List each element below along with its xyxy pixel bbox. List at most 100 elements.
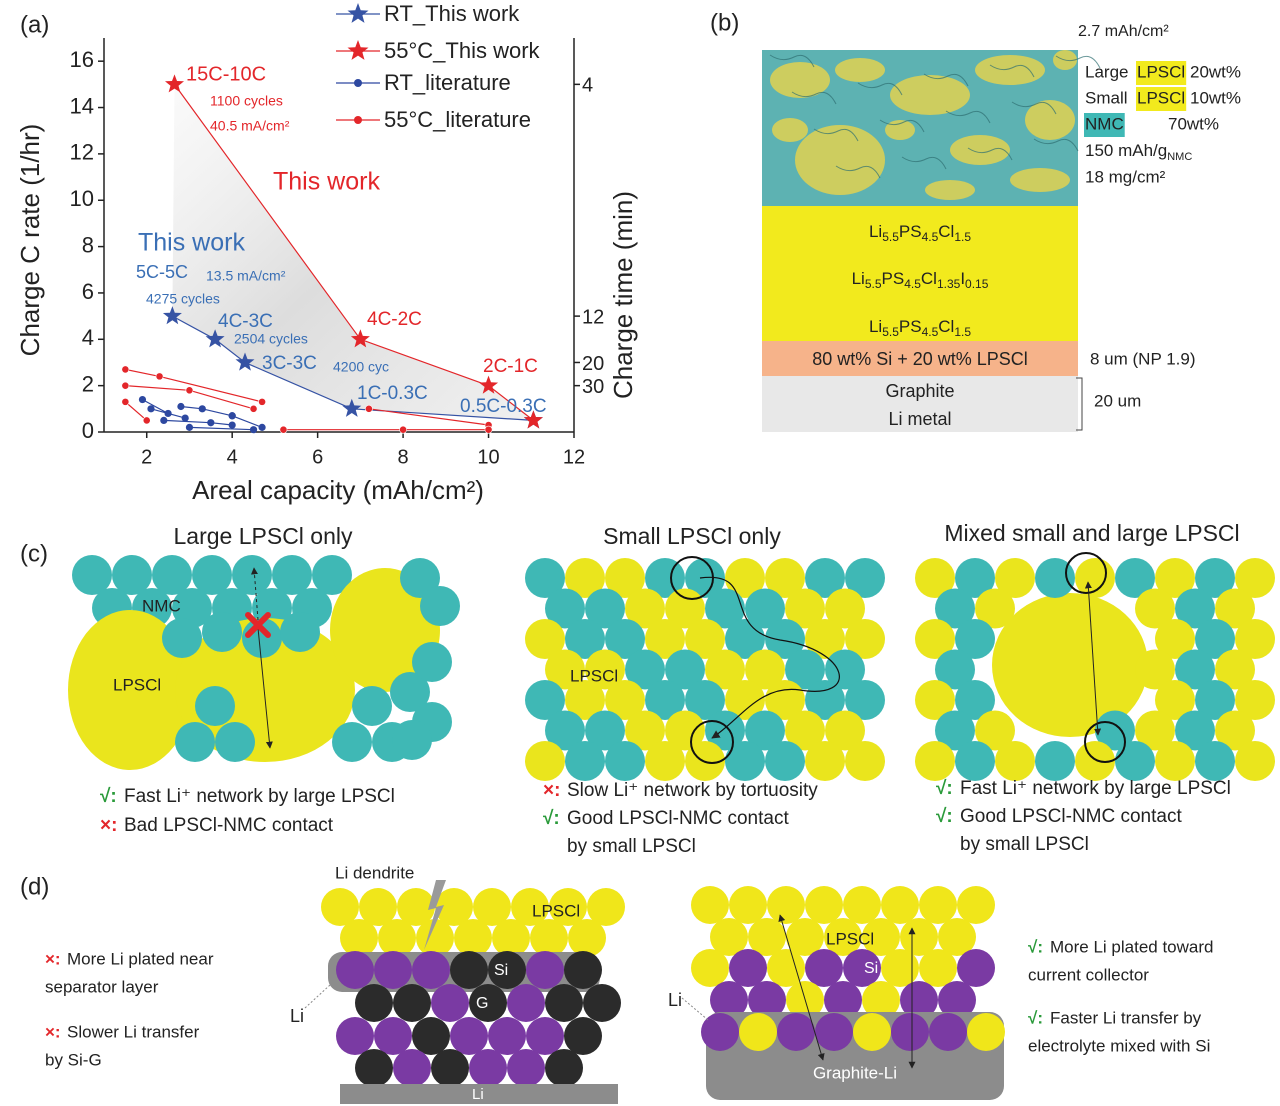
x-axis-label: Areal capacity (mAh/cm²) <box>192 475 484 505</box>
particle <box>525 619 565 659</box>
particle <box>881 886 919 924</box>
annotation: 15C-10C <box>186 63 266 85</box>
text-part: 150 mAh/g <box>1085 141 1167 160</box>
particle <box>1195 558 1235 598</box>
x-tick-label: 12 <box>563 446 585 468</box>
legend-label: 55°C_This work <box>384 38 541 63</box>
dot-marker <box>121 365 130 374</box>
text-part: PS <box>882 269 905 288</box>
y-tick-label: 16 <box>70 47 94 72</box>
electrolyte-formula: Li5.5PS4.5Cl1.5 <box>869 317 971 339</box>
text-part: PS <box>899 222 922 241</box>
subscript: 5.5 <box>865 277 882 291</box>
particle <box>454 919 492 957</box>
y2-tick-label: 4 <box>582 75 593 97</box>
particle <box>853 1013 891 1051</box>
material-label: LPSCl <box>113 675 161 694</box>
thickness-label: 20 um <box>1094 391 1141 410</box>
particle <box>374 1017 412 1055</box>
graphite-layer <box>762 376 1078 432</box>
y2-axis-label: Charge time (min) <box>608 191 638 399</box>
material-name: LPSCl <box>1137 62 1185 81</box>
material-label: LPSCl <box>826 929 874 948</box>
y-axis-label: Charge C rate (1/hr) <box>15 124 45 357</box>
text-part: Li <box>852 269 865 288</box>
particle <box>152 555 192 595</box>
particle <box>957 949 995 987</box>
subscript: 1.5 <box>954 325 971 339</box>
legend-star <box>347 3 369 23</box>
specific-capacity: 150 mAh/gNMC <box>1085 141 1192 162</box>
crack <box>813 128 859 142</box>
particle <box>1135 588 1175 629</box>
blocked-mark <box>245 612 271 638</box>
particle <box>625 588 665 629</box>
particle <box>845 619 885 659</box>
particle <box>175 722 215 762</box>
particle <box>605 680 645 720</box>
note-text: current collector <box>1028 965 1149 984</box>
electrolyte-formula: Li5.5PS4.5Cl1.35I0.15 <box>852 269 989 291</box>
particle <box>565 680 605 720</box>
particle <box>280 612 320 652</box>
dot-marker <box>177 402 185 411</box>
annotation: 3C-3C <box>262 353 317 374</box>
particle <box>938 918 976 956</box>
particle <box>1035 741 1075 781</box>
panel-label: (b) <box>710 9 739 36</box>
particle <box>469 1049 507 1087</box>
particle <box>359 888 397 926</box>
legend-label: RT_literature <box>384 70 511 95</box>
text-part: Cl <box>921 269 937 288</box>
particle <box>825 710 865 751</box>
subscript: 4.5 <box>922 325 939 339</box>
star-marker <box>162 306 182 325</box>
subscript: 0.15 <box>965 277 989 291</box>
note-text: electrolyte mixed with Si <box>1028 1036 1210 1055</box>
annotation: 1C-0.3C <box>357 383 428 404</box>
particle <box>1215 588 1255 629</box>
text-part: Li <box>869 222 882 241</box>
particle <box>397 888 435 926</box>
large-lpscl <box>175 618 355 762</box>
particle <box>1235 680 1275 720</box>
particle <box>1035 558 1075 598</box>
particle <box>705 588 745 629</box>
particle <box>881 949 919 987</box>
x-tick-label: 6 <box>312 446 323 468</box>
particle <box>530 919 568 957</box>
particle <box>955 619 995 659</box>
dot-marker <box>164 409 172 418</box>
particle <box>955 680 995 720</box>
lpscl-grain <box>835 58 885 82</box>
y-tick-label: 2 <box>82 371 94 396</box>
crack <box>967 147 1013 161</box>
particle <box>725 558 765 598</box>
dot-marker <box>198 405 206 413</box>
star-marker <box>479 375 499 394</box>
particle <box>825 588 865 629</box>
particle <box>685 619 725 659</box>
panel-label: (d) <box>20 873 49 900</box>
particle <box>825 649 865 690</box>
particle <box>352 686 392 726</box>
particle <box>525 741 565 781</box>
material-highlight <box>1084 113 1125 137</box>
crack <box>791 91 837 105</box>
dot-marker <box>147 405 155 413</box>
particle <box>336 951 374 989</box>
annotation: 13.5 mA/cm² <box>206 268 286 284</box>
crack <box>945 110 991 124</box>
y-tick-label: 12 <box>70 140 94 165</box>
particle <box>568 919 606 957</box>
particle <box>1135 649 1175 690</box>
y-tick-label: 8 <box>82 232 94 257</box>
particle <box>1155 558 1195 598</box>
particle <box>431 1049 469 1087</box>
particle <box>805 886 843 924</box>
x-tick-label: 8 <box>398 446 409 468</box>
particle <box>162 618 202 658</box>
note-mark: ×: <box>45 1022 61 1041</box>
particle <box>272 555 312 595</box>
legend-label: RT_This work <box>384 1 520 26</box>
